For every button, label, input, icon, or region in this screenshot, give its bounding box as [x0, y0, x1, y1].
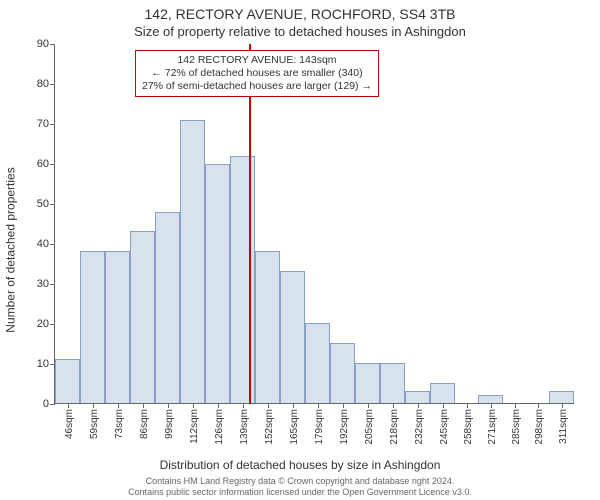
y-tick: 90 [23, 38, 49, 50]
x-tick-label: 112sqm [189, 409, 200, 444]
x-tick-label: 165sqm [289, 409, 300, 445]
histogram-bar: 46sqm [55, 359, 80, 403]
x-tick-label: 258sqm [463, 409, 474, 445]
y-tick: 10 [23, 358, 49, 370]
x-tick-mark [443, 403, 444, 408]
x-tick-mark [562, 403, 563, 408]
annotation-line: ← 72% of detached houses are smaller (34… [142, 67, 372, 80]
histogram-bar: 152sqm [255, 251, 280, 403]
y-tick: 50 [23, 198, 49, 210]
x-tick-mark [93, 403, 94, 408]
y-tick: 60 [23, 158, 49, 170]
chart-root: 142, RECTORY AVENUE, ROCHFORD, SS4 3TB S… [0, 0, 600, 500]
histogram-bar: 139sqm [230, 156, 255, 403]
y-tick: 20 [23, 318, 49, 330]
x-tick-label: 192sqm [339, 409, 350, 445]
x-tick-label: 271sqm [487, 409, 498, 445]
x-tick-label: 298sqm [534, 409, 545, 445]
y-tick: 30 [23, 278, 49, 290]
x-tick-mark [168, 403, 169, 408]
chart-title-1: 142, RECTORY AVENUE, ROCHFORD, SS4 3TB [0, 6, 600, 22]
x-tick-label: 152sqm [264, 409, 275, 445]
histogram-bar: 245sqm [430, 383, 455, 403]
x-tick-mark [418, 403, 419, 408]
x-tick-label: 86sqm [139, 409, 150, 439]
histogram-bar: 165sqm [280, 271, 305, 403]
histogram-bar: 218sqm [380, 363, 405, 403]
x-tick-label: 311sqm [558, 409, 569, 444]
x-tick-mark [68, 403, 69, 408]
x-tick-mark [143, 403, 144, 408]
y-tick: 80 [23, 78, 49, 90]
histogram-bar: 311sqm [549, 391, 574, 403]
footer-line-2: Contains public sector information licen… [0, 487, 600, 498]
x-tick-mark [467, 403, 468, 408]
histogram-bar: 179sqm [305, 323, 330, 403]
histogram-bar: 86sqm [130, 231, 155, 403]
histogram-bar: 205sqm [355, 363, 380, 403]
y-tick: 70 [23, 118, 49, 130]
plot-area: 010203040506070809046sqm59sqm73sqm86sqm9… [54, 44, 574, 404]
annotation-line: 142 RECTORY AVENUE: 143sqm [142, 54, 372, 67]
x-tick-label: 99sqm [164, 409, 175, 439]
histogram-bar: 73sqm [105, 251, 130, 403]
histogram-bar: 232sqm [405, 391, 430, 403]
x-tick-mark [118, 403, 119, 408]
histogram-bar: 112sqm [180, 120, 205, 403]
x-tick-mark [293, 403, 294, 408]
x-tick-mark [515, 403, 516, 408]
footer-attribution: Contains HM Land Registry data © Crown c… [0, 476, 600, 498]
y-tick: 0 [23, 398, 49, 410]
bars-container: 46sqm59sqm73sqm86sqm99sqm112sqm126sqm139… [55, 44, 574, 403]
x-tick-mark [538, 403, 539, 408]
x-tick-label: 126sqm [214, 409, 225, 445]
y-axis-label-text: Number of detached properties [4, 167, 18, 332]
histogram-bar: 59sqm [80, 251, 105, 403]
histogram-bar: 99sqm [155, 212, 180, 403]
histogram-bar: 271sqm [478, 395, 503, 403]
x-tick-mark [491, 403, 492, 408]
y-axis-label: Number of detached properties [2, 0, 20, 500]
x-tick-mark [268, 403, 269, 408]
x-tick-mark [243, 403, 244, 408]
x-tick-mark [368, 403, 369, 408]
x-tick-label: 245sqm [439, 409, 450, 445]
x-axis-label: Distribution of detached houses by size … [0, 458, 600, 472]
x-tick-label: 232sqm [414, 409, 425, 445]
x-tick-label: 139sqm [239, 409, 250, 445]
reference-line [249, 44, 251, 404]
x-tick-mark [318, 403, 319, 408]
x-tick-mark [218, 403, 219, 408]
x-tick-label: 73sqm [114, 409, 125, 439]
y-tick: 40 [23, 238, 49, 250]
x-tick-label: 59sqm [89, 409, 100, 439]
x-tick-mark [193, 403, 194, 408]
histogram-bar: 192sqm [330, 343, 355, 403]
x-tick-label: 285sqm [511, 409, 522, 445]
x-tick-mark [343, 403, 344, 408]
x-tick-mark [393, 403, 394, 408]
footer-line-1: Contains HM Land Registry data © Crown c… [0, 476, 600, 487]
annotation-box: 142 RECTORY AVENUE: 143sqm← 72% of detac… [135, 50, 379, 97]
chart-title-2: Size of property relative to detached ho… [0, 24, 600, 39]
x-tick-label: 46sqm [64, 409, 75, 439]
x-tick-label: 205sqm [364, 409, 375, 445]
annotation-line: 27% of semi-detached houses are larger (… [142, 80, 372, 93]
histogram-bar: 126sqm [205, 164, 230, 403]
x-tick-label: 218sqm [389, 409, 400, 445]
x-tick-label: 179sqm [314, 409, 325, 445]
